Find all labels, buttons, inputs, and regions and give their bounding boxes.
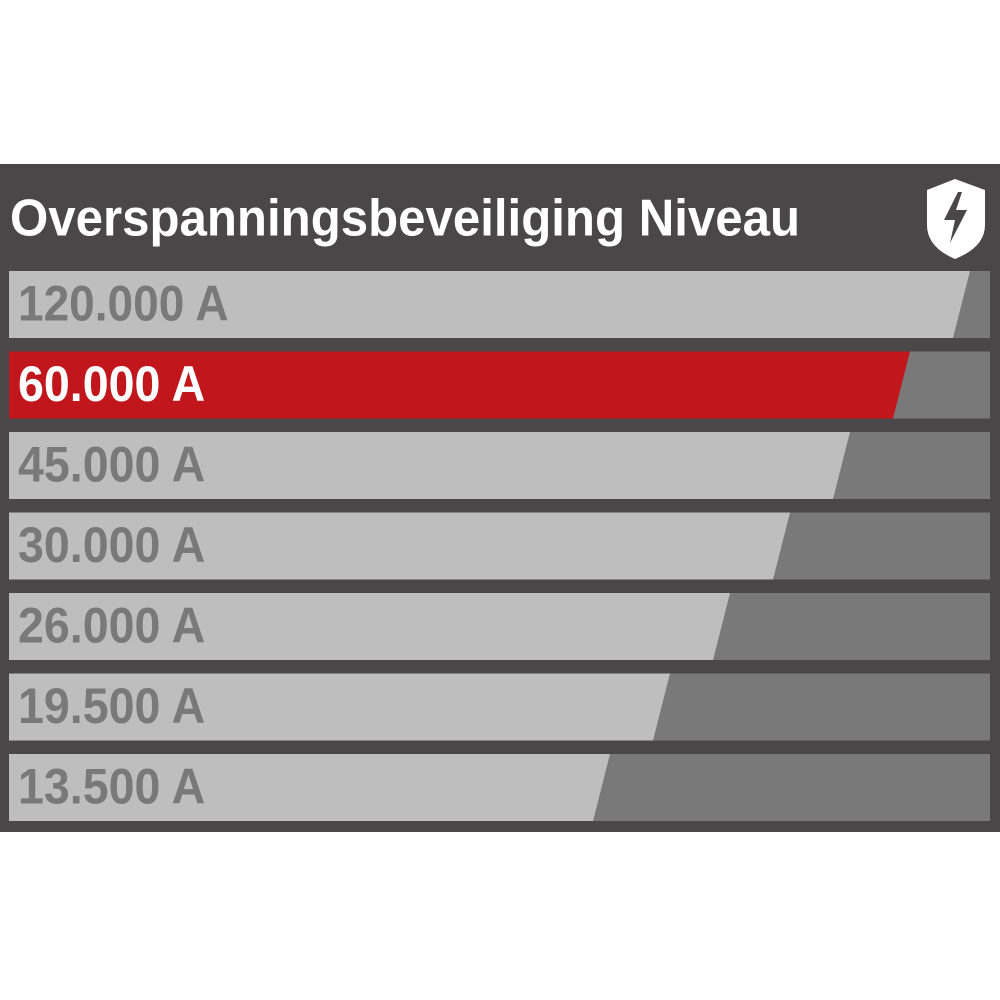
level-label: 60.000 A [18,356,205,412]
level-label: 26.000 A [18,598,205,654]
title: Overspanningsbeveiliging Niveau [10,190,800,248]
level-label: 45.000 A [18,437,205,493]
level-bar [9,432,850,499]
level-label: 120.000 A [18,276,229,332]
level-bar-highlighted [9,351,910,419]
level-bar [9,271,970,338]
level-bar [9,673,670,741]
level-bar [9,593,730,660]
level-label: 30.000 A [18,517,205,573]
level-bar [9,754,610,821]
level-label: 19.500 A [18,678,205,734]
level-bar [9,512,790,580]
shield-icon [927,179,985,259]
level-label: 13.500 A [18,759,205,815]
